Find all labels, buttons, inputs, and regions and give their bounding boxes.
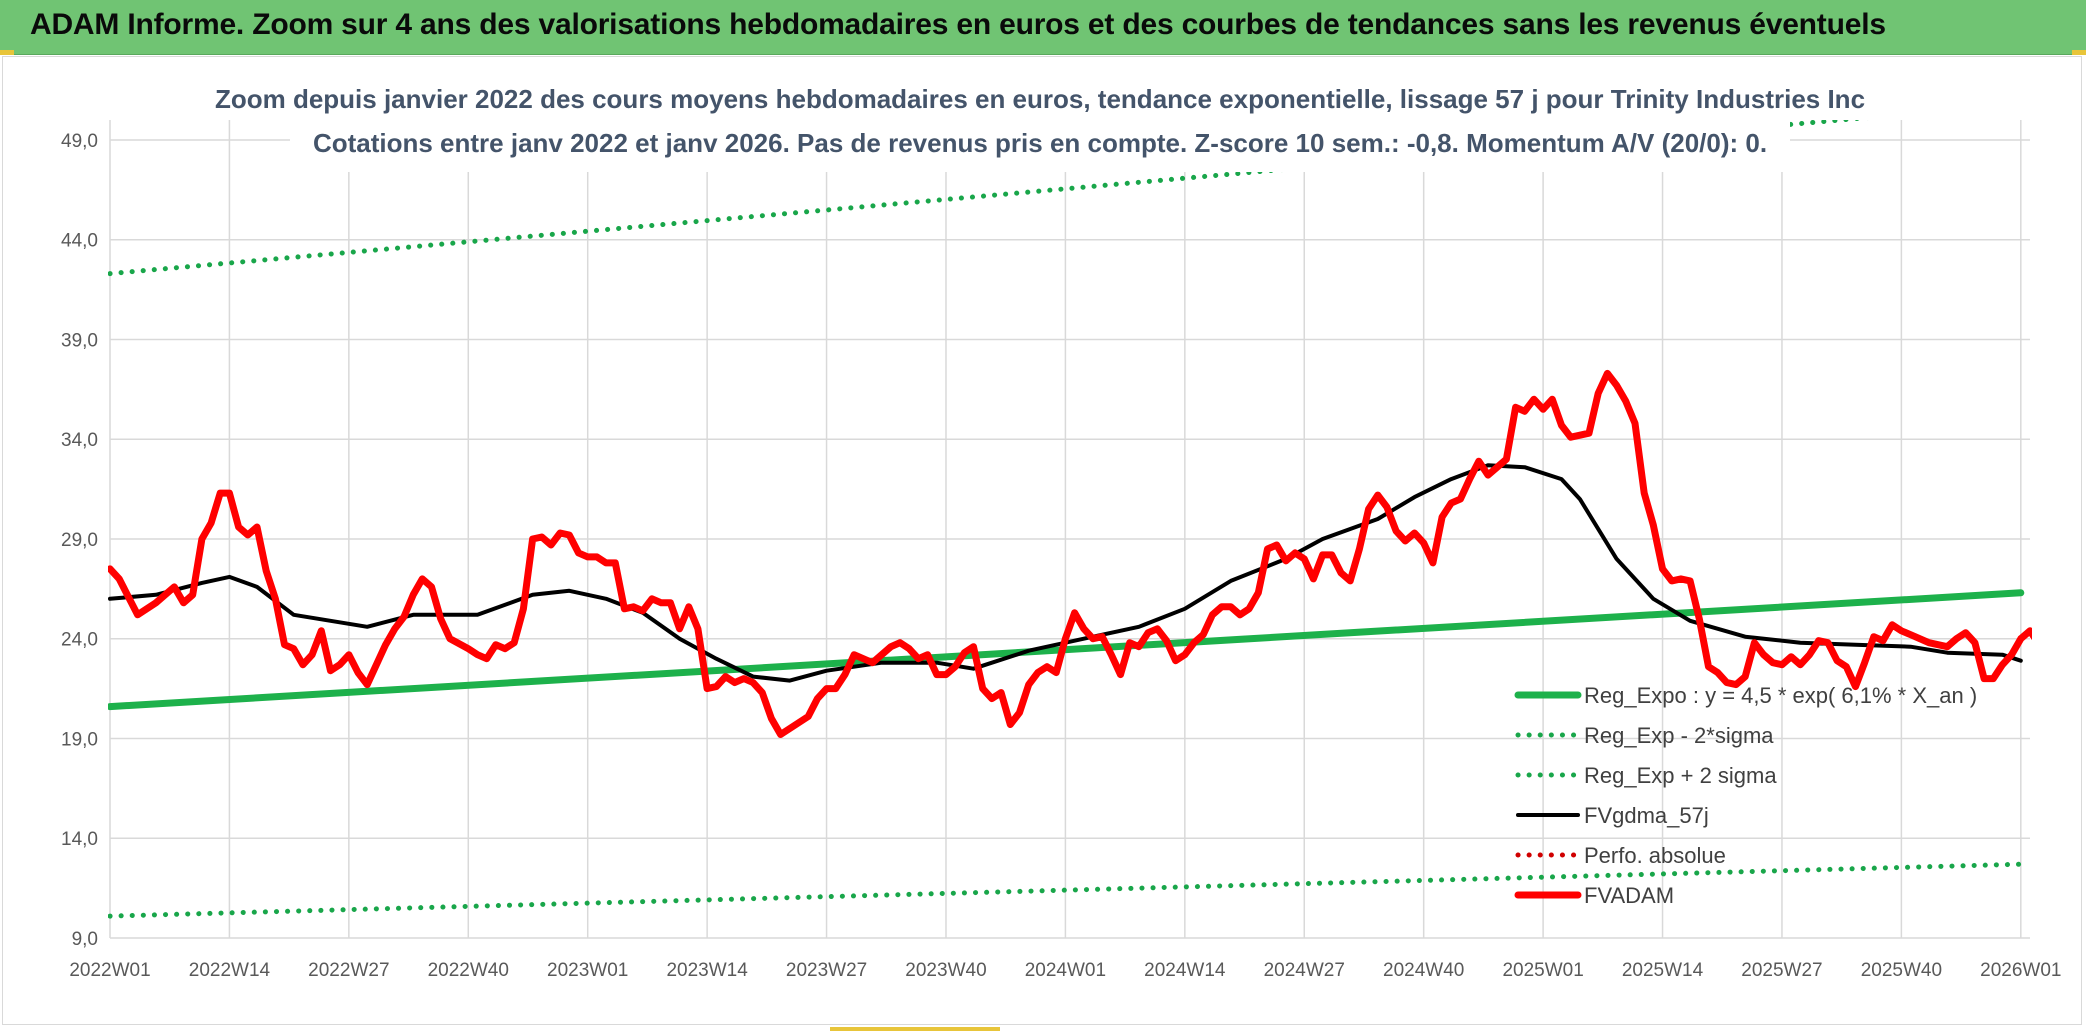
x-tick-label: 2023W01 [547, 960, 628, 981]
x-tick-label: 2025W27 [1741, 960, 1822, 981]
legend-label: Reg_Exp + 2 sigma [1584, 763, 1777, 788]
x-tick-label: 2023W14 [666, 960, 748, 981]
series-layer [108, 120, 2032, 919]
x-tick-label: 2024W01 [1025, 960, 1106, 981]
bottom-accent [830, 1027, 1000, 1031]
chart-subtitle: Cotations entre janv 2022 et janv 2026. … [313, 128, 1767, 158]
header-banner: ADAM Informe. Zoom sur 4 ans des valoris… [0, 0, 2086, 55]
legend-label: Reg_Expo : y = 4,5 * exp( 6,1% * X_an ) [1584, 683, 1977, 708]
y-tick-label: 14,0 [61, 829, 98, 850]
y-tick-label: 19,0 [61, 729, 98, 750]
y-tick-label: 39,0 [61, 330, 98, 351]
x-tick-label: 2023W40 [905, 960, 986, 981]
grid [109, 120, 2030, 939]
y-tick-label: 34,0 [61, 430, 98, 451]
legend-label: Perfo. absolue [1584, 843, 1726, 868]
y-axis: 9,0 14,0 19,0 24,0 29,0 34,0 39,0 44,0 49,0 [61, 131, 98, 950]
x-tick-label: 2024W40 [1383, 960, 1464, 981]
series-line-4 [108, 463, 2023, 683]
series-line-2 [108, 861, 2024, 919]
title-backdrop [290, 80, 1790, 172]
legend-label: Reg_Exp - 2*sigma [1584, 723, 1774, 748]
x-tick-label: 2022W40 [428, 960, 509, 981]
y-tick-label: 44,0 [61, 231, 98, 252]
y-tick-label: 29,0 [61, 530, 98, 551]
x-axis: 2022W01 2022W14 2022W27 2022W40 2023W01 2023W… [69, 960, 2061, 981]
x-tick-label: 2024W27 [1264, 960, 1345, 981]
x-tick-label: 2022W01 [69, 960, 150, 981]
y-tick-label: 9,0 [72, 929, 98, 950]
y-tick-label: 49,0 [61, 131, 98, 152]
legend-label: FVgdma_57j [1584, 803, 1709, 828]
x-tick-label: 2025W40 [1861, 960, 1942, 981]
x-tick-label: 2025W14 [1622, 960, 1704, 981]
series-line-6 [108, 369, 2032, 738]
banner-accent-right [2072, 50, 2086, 55]
chart-frame [2, 56, 2082, 1025]
page-title: ADAM Informe. Zoom sur 4 ans des valoris… [30, 8, 1886, 41]
banner-accent-left [0, 50, 14, 55]
legend: Reg_Expo : y = 4,5 * exp( 6,1% * X_an ) R… [1514, 683, 1977, 908]
x-tick-label: 2023W27 [786, 960, 867, 981]
x-tick-label: 2022W27 [308, 960, 389, 981]
x-tick-label: 2025W01 [1502, 960, 1583, 981]
y-tick-label: 24,0 [61, 630, 98, 651]
x-tick-label: 2022W14 [189, 960, 271, 981]
legend-label: FVADAM [1584, 883, 1674, 908]
x-tick-label: 2024W14 [1144, 960, 1226, 981]
chart-title: Zoom depuis janvier 2022 des cours moyen… [215, 84, 1865, 114]
x-tick-label: 2026W01 [1980, 960, 2061, 981]
